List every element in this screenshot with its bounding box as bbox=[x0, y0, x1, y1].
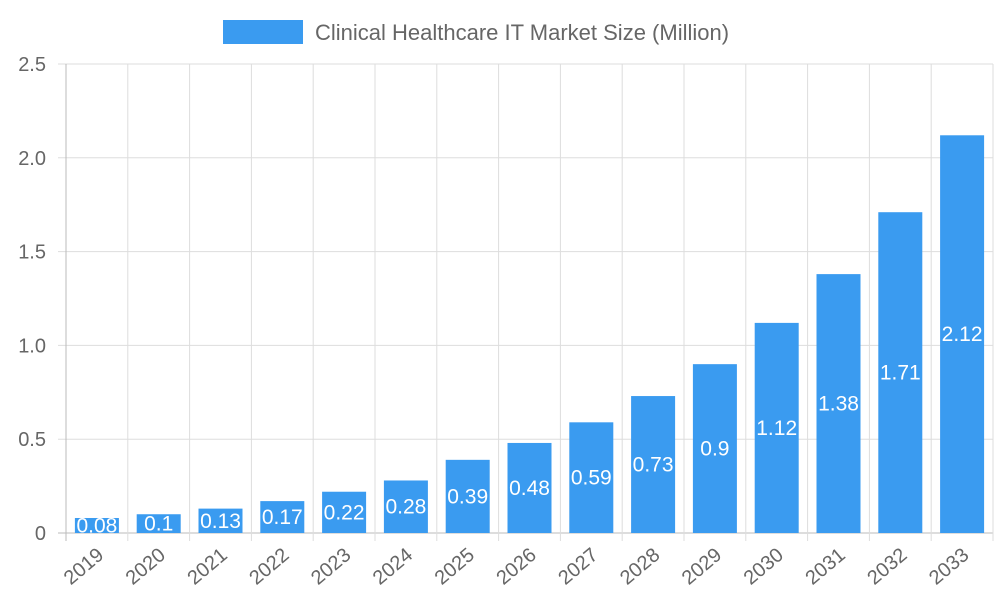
bar-2033 bbox=[940, 135, 985, 533]
bar-2026 bbox=[507, 442, 552, 533]
data-label-2030: 1.12 bbox=[756, 417, 797, 440]
bar-2031 bbox=[816, 274, 861, 533]
data-label-2033: 2.12 bbox=[942, 323, 983, 346]
x-tick-label: 2025 bbox=[431, 544, 479, 589]
data-label-2031: 1.38 bbox=[818, 393, 859, 416]
x-tick-label: 2029 bbox=[678, 544, 726, 589]
data-label-2019: 0.08 bbox=[76, 514, 117, 537]
bar-2029 bbox=[692, 364, 737, 533]
x-tick-label: 2030 bbox=[740, 544, 788, 589]
legend-label: Clinical Healthcare IT Market Size (Mill… bbox=[315, 20, 729, 45]
x-tick-label: 2032 bbox=[863, 544, 911, 589]
x-tick-label: 2022 bbox=[245, 544, 293, 589]
data-labels: 0.08 0.1 0.13 0.17 0.22 0.28 0.39 0.48 0.59 0.73 0… bbox=[76, 323, 982, 537]
data-label-2025: 0.39 bbox=[447, 485, 488, 508]
x-tick-label: 2021 bbox=[183, 544, 231, 589]
legend-swatch bbox=[223, 20, 303, 44]
data-label-2021: 0.13 bbox=[200, 510, 241, 533]
data-label-2020: 0.1 bbox=[144, 513, 173, 536]
data-label-2023: 0.22 bbox=[324, 501, 365, 524]
y-tick-label: 2.5 bbox=[18, 54, 46, 76]
bar-2023 bbox=[322, 491, 367, 533]
bar-2024 bbox=[383, 480, 428, 533]
x-tick-label: 2026 bbox=[492, 544, 540, 589]
x-tick-label: 2024 bbox=[369, 544, 417, 589]
grid bbox=[58, 63, 994, 541]
y-tick-label: 2.0 bbox=[18, 148, 46, 170]
data-label-2022: 0.17 bbox=[262, 506, 303, 529]
bar-2032 bbox=[878, 212, 923, 534]
data-label-2028: 0.73 bbox=[633, 454, 674, 477]
bar-2025 bbox=[445, 459, 490, 533]
bar-2028 bbox=[631, 396, 676, 533]
x-tick-label: 2028 bbox=[616, 544, 664, 589]
x-tick-label: 2020 bbox=[122, 544, 170, 589]
data-label-2029: 0.9 bbox=[700, 438, 729, 461]
bar-2021 bbox=[198, 508, 243, 533]
data-label-2026: 0.48 bbox=[509, 477, 550, 500]
bar-2030 bbox=[754, 322, 799, 533]
bars bbox=[74, 135, 985, 534]
data-label-2027: 0.59 bbox=[571, 467, 612, 490]
y-tick-label: 0 bbox=[35, 523, 46, 545]
x-tick-label: 2019 bbox=[60, 544, 108, 589]
x-tick-label: 2031 bbox=[801, 544, 849, 589]
bar-2020 bbox=[136, 514, 181, 533]
x-tick-label: 2027 bbox=[554, 544, 602, 589]
y-tick-label: 1.5 bbox=[18, 242, 46, 264]
data-label-2032: 1.71 bbox=[880, 362, 921, 385]
y-tick-label: 0.5 bbox=[18, 429, 46, 451]
bar-2019 bbox=[74, 517, 119, 533]
bar-2027 bbox=[569, 422, 614, 533]
legend[interactable]: Clinical Healthcare IT Market Size (Mill… bbox=[223, 20, 729, 45]
bar-2022 bbox=[260, 501, 305, 533]
data-label-2024: 0.28 bbox=[385, 496, 426, 519]
x-tick-label: 2023 bbox=[307, 544, 355, 589]
y-tick-label: 1.0 bbox=[18, 335, 46, 357]
x-tick-label: 2033 bbox=[925, 544, 973, 589]
